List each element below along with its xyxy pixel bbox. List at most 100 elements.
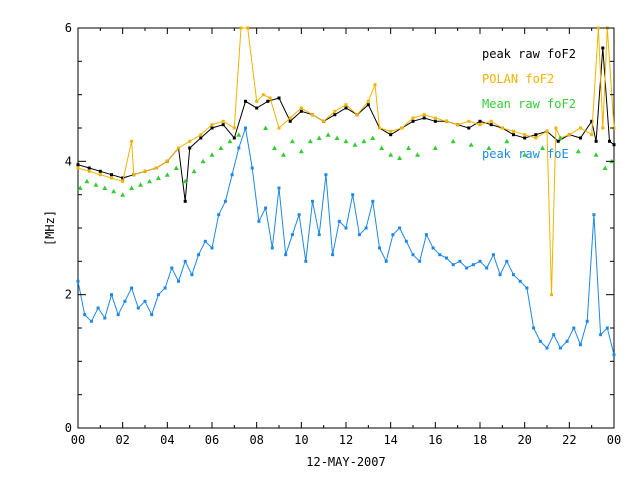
data-point — [76, 166, 80, 170]
data-point — [552, 333, 556, 337]
data-point — [255, 99, 259, 103]
data-point — [404, 239, 408, 243]
data-point — [351, 193, 355, 197]
data-point — [143, 169, 147, 173]
data-point — [590, 133, 594, 137]
x-axis-title: 12-MAY-2007 — [306, 455, 385, 469]
data-point — [468, 142, 474, 147]
data-point — [451, 263, 455, 267]
data-point — [232, 136, 236, 140]
data-point — [512, 133, 515, 137]
data-point — [191, 168, 197, 174]
data-point — [352, 142, 358, 147]
data-point — [155, 175, 161, 180]
data-point — [210, 246, 214, 250]
data-point — [288, 116, 292, 120]
data-point — [366, 99, 370, 103]
x-tick-label: 16 — [428, 433, 442, 447]
data-point — [236, 132, 242, 137]
data-point — [364, 226, 368, 230]
data-point — [221, 119, 225, 123]
data-point — [478, 119, 482, 123]
data-point — [237, 146, 241, 150]
data-point — [188, 139, 192, 143]
data-point — [467, 126, 471, 130]
data-point — [411, 119, 415, 123]
data-point — [370, 135, 376, 140]
data-point — [121, 179, 125, 183]
data-point — [76, 279, 80, 283]
data-point — [210, 126, 214, 130]
data-point — [397, 155, 403, 160]
data-point — [333, 109, 337, 113]
data-point — [478, 123, 482, 127]
data-point — [77, 185, 83, 190]
data-point — [257, 219, 261, 223]
data-point — [565, 339, 569, 343]
data-point — [424, 233, 428, 237]
data-point — [103, 316, 107, 320]
data-point — [534, 136, 538, 140]
data-point — [87, 169, 91, 173]
data-point — [596, 26, 600, 30]
data-point — [579, 343, 582, 347]
data-point — [199, 136, 203, 140]
data-point — [415, 152, 420, 157]
data-point — [268, 96, 272, 100]
data-point — [391, 233, 395, 237]
data-point — [136, 306, 140, 310]
data-point — [96, 306, 100, 310]
data-point — [150, 313, 154, 317]
data-point — [244, 126, 247, 130]
data-point — [210, 123, 214, 127]
x-tick-label: 00 — [607, 433, 621, 447]
data-point — [612, 143, 616, 147]
data-point — [366, 103, 370, 107]
legend-label: POLAN foF2 — [482, 72, 554, 86]
x-tick-label: 02 — [115, 433, 129, 447]
data-point — [579, 136, 582, 140]
y-tick-label: 2 — [65, 288, 72, 302]
data-point — [311, 199, 314, 203]
data-point — [357, 233, 361, 237]
data-point — [433, 116, 437, 120]
data-point — [579, 126, 582, 130]
data-point — [277, 96, 281, 100]
data-point — [98, 169, 102, 173]
data-point — [422, 113, 426, 117]
data-point — [445, 256, 448, 260]
data-point — [221, 123, 225, 127]
data-point — [277, 186, 281, 190]
data-point — [298, 148, 304, 154]
data-point — [458, 259, 462, 263]
data-point — [538, 339, 542, 343]
data-point — [545, 346, 549, 350]
y-tick-label: 0 — [65, 421, 72, 435]
data-point — [98, 173, 102, 177]
data-point — [523, 136, 527, 140]
data-point — [325, 132, 331, 137]
data-point — [601, 126, 605, 130]
data-point — [263, 125, 269, 130]
data-point — [592, 213, 596, 217]
data-point — [277, 126, 281, 130]
data-point — [371, 199, 375, 203]
data-point — [431, 246, 435, 250]
x-tick-label: 22 — [562, 433, 576, 447]
data-point — [456, 123, 460, 127]
data-point — [378, 246, 381, 250]
data-point — [500, 126, 504, 130]
data-point — [203, 239, 207, 243]
series-1 — [76, 26, 616, 297]
data-point — [110, 173, 113, 177]
data-point — [183, 259, 187, 263]
data-point — [284, 253, 288, 257]
data-point — [130, 286, 134, 290]
data-point — [418, 259, 422, 263]
series-2 — [77, 125, 615, 197]
data-point — [504, 138, 510, 144]
x-tick-label: 18 — [473, 433, 487, 447]
data-point — [355, 113, 359, 117]
data-point — [289, 138, 295, 144]
data-point — [299, 109, 303, 113]
